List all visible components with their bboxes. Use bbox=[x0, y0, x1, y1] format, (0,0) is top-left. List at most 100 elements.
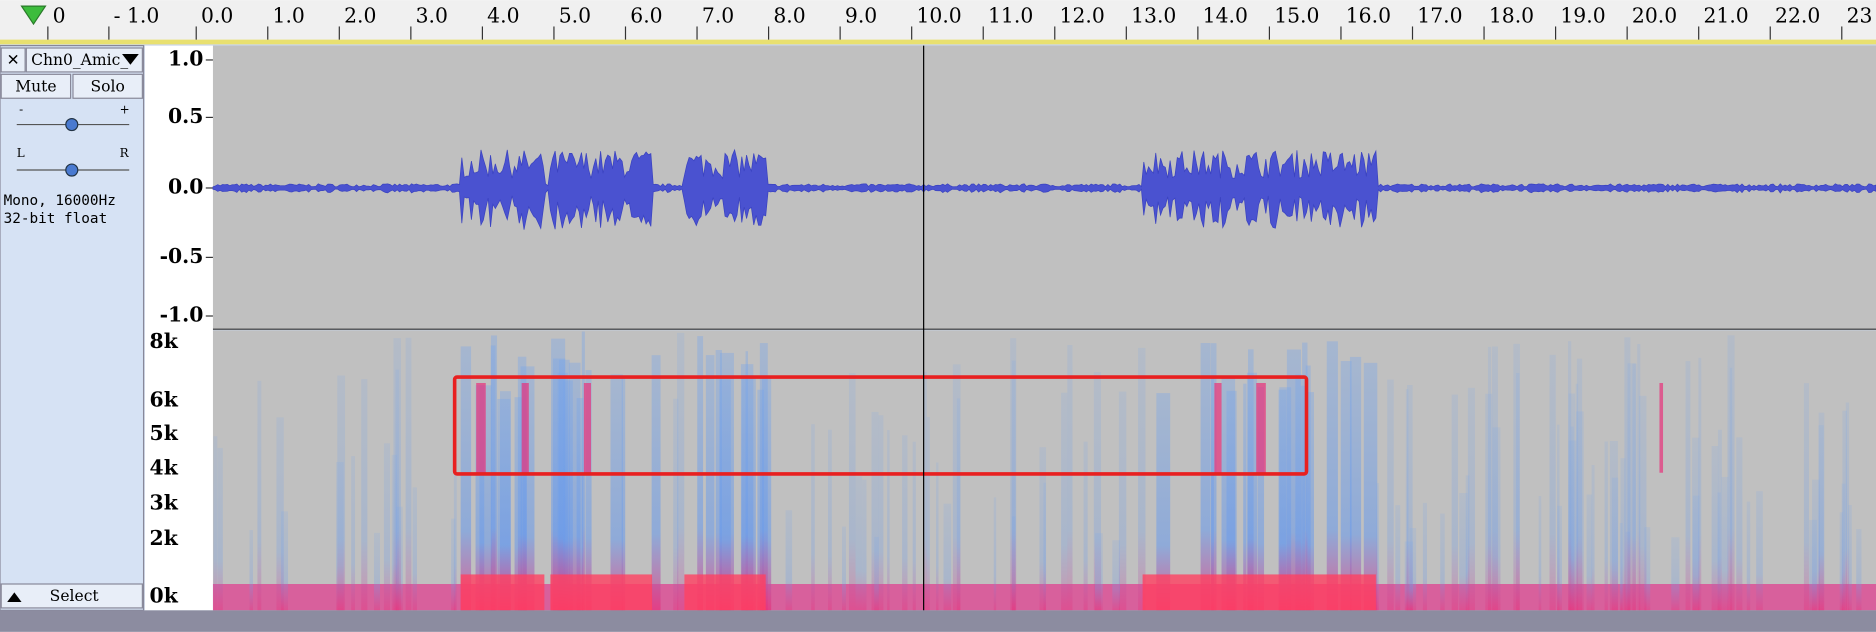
ruler-label: 11.0 bbox=[988, 3, 1033, 27]
spectral-streak bbox=[952, 364, 961, 611]
spectral-streak bbox=[1576, 358, 1583, 611]
spectral-streak bbox=[1459, 492, 1468, 611]
waveform-axis-label: 0.0 bbox=[168, 174, 203, 198]
spectral-streak bbox=[936, 462, 939, 611]
spectral-streak bbox=[1257, 386, 1265, 611]
spectrogram-axis-label: 3k bbox=[150, 490, 179, 514]
spectral-streak bbox=[1451, 394, 1458, 611]
ruler-label: 23 bbox=[1847, 3, 1873, 27]
close-button[interactable] bbox=[0, 47, 26, 73]
spectral-streak bbox=[715, 349, 722, 611]
solo-label: Solo bbox=[91, 77, 125, 95]
spectral-streak bbox=[1624, 337, 1631, 611]
spectral-streak bbox=[1841, 483, 1846, 611]
spectral-streak bbox=[993, 497, 997, 611]
spectral-streak bbox=[1856, 528, 1862, 611]
mute-button[interactable] bbox=[0, 73, 72, 99]
spectral-streak bbox=[1211, 377, 1214, 611]
spectral-streak bbox=[912, 441, 916, 611]
ruler-label: 9.0 bbox=[845, 3, 877, 27]
spectral-streak bbox=[1604, 441, 1608, 611]
spectrogram-axis-label: 6k bbox=[150, 387, 179, 411]
energy-band bbox=[583, 383, 592, 473]
spectral-streak bbox=[373, 532, 380, 611]
spectral-streak bbox=[1387, 379, 1394, 611]
mute-label: Mute bbox=[15, 77, 56, 95]
spectral-streak bbox=[673, 398, 679, 611]
spectral-streak bbox=[563, 380, 573, 611]
spectral-streak bbox=[759, 343, 768, 611]
close-icon: ✕ bbox=[7, 51, 20, 69]
spectral-streak bbox=[902, 435, 908, 611]
spectral-streak bbox=[1620, 458, 1626, 611]
spectral-streak bbox=[1307, 392, 1315, 611]
spectral-streak bbox=[1138, 347, 1146, 611]
harmonics bbox=[1142, 574, 1376, 611]
energy-band bbox=[521, 383, 529, 473]
spectral-streak bbox=[1300, 385, 1306, 611]
spectral-streak bbox=[281, 511, 289, 611]
spectral-streak bbox=[1492, 427, 1501, 611]
spectral-streak bbox=[1513, 343, 1520, 611]
spectral-streak bbox=[337, 375, 346, 611]
spectral-streak bbox=[1395, 505, 1401, 611]
spectral-streak bbox=[1538, 496, 1542, 611]
spectral-streak bbox=[1637, 344, 1641, 611]
spectral-streak bbox=[651, 355, 661, 611]
spectral-streak bbox=[923, 371, 927, 611]
spectral-streak bbox=[1093, 372, 1102, 611]
spectral-streak bbox=[217, 447, 223, 611]
pan-slider-thumb[interactable] bbox=[65, 163, 79, 177]
spectral-streak bbox=[1549, 354, 1556, 611]
spectral-streak bbox=[1246, 372, 1257, 611]
gain-slider-thumb[interactable] bbox=[65, 117, 79, 132]
ruler-label: 6.0 bbox=[630, 3, 662, 27]
harmonics bbox=[460, 574, 545, 611]
track-name: Chn0_Amic_ bbox=[31, 51, 128, 69]
ruler-label: 8.0 bbox=[773, 3, 805, 27]
spectral-streak bbox=[1118, 391, 1127, 611]
spectral-streak bbox=[1376, 483, 1380, 611]
spectral-streak bbox=[1729, 367, 1733, 611]
spectral-streak bbox=[811, 424, 815, 611]
spectral-streak bbox=[1094, 533, 1103, 611]
spectral-streak bbox=[1756, 491, 1763, 611]
spectral-streak bbox=[1839, 512, 1844, 611]
spectral-streak bbox=[1575, 383, 1579, 611]
spectral-streak bbox=[1848, 504, 1852, 611]
spectral-streak bbox=[1619, 522, 1623, 611]
pan-left: L bbox=[17, 146, 25, 160]
waveform-axis-label: -1.0 bbox=[160, 303, 204, 327]
collapse-arrow[interactable] bbox=[7, 592, 22, 602]
ruler-labels: 0 - 1.0 0.0 1.0 2.0 3.0 4.0 5.0 6.0 7.0 8.0 9.0 10.0… bbox=[47, 3, 1873, 40]
spectral-streak bbox=[1067, 345, 1073, 611]
pan-right: R bbox=[120, 146, 130, 160]
waveform-axis-label: -0.5 bbox=[160, 244, 204, 268]
track-name-menu[interactable] bbox=[25, 47, 143, 73]
ruler-label: 7.0 bbox=[702, 3, 734, 27]
spectral-streak bbox=[1043, 482, 1046, 611]
solo-button[interactable] bbox=[72, 73, 143, 99]
ruler-underline bbox=[0, 39, 1876, 45]
spectral-streak bbox=[1568, 440, 1577, 611]
select-button[interactable] bbox=[0, 583, 143, 609]
spectrogram bbox=[212, 331, 1876, 611]
bottom-bar bbox=[0, 610, 1876, 632]
spectral-streak bbox=[557, 372, 568, 611]
play-head-marker[interactable] bbox=[20, 5, 47, 26]
spectral-streak bbox=[412, 487, 417, 611]
ruler-label: 3.0 bbox=[416, 3, 448, 27]
spectral-streak bbox=[926, 417, 930, 611]
spectral-streak bbox=[1083, 441, 1088, 611]
spectral-streak bbox=[677, 332, 685, 611]
waveform-axis-label: 1.0 bbox=[168, 46, 203, 70]
spectral-streak bbox=[1349, 356, 1362, 611]
spectral-streak bbox=[1440, 513, 1445, 611]
timeline-ruler[interactable] bbox=[0, 0, 1876, 41]
spectral-streak bbox=[1685, 361, 1691, 611]
spectral-streak bbox=[517, 356, 527, 611]
ruler-label: 12.0 bbox=[1060, 3, 1105, 27]
spectral-streak bbox=[1112, 540, 1121, 611]
ruler-label: 17.0 bbox=[1417, 3, 1462, 27]
spectral-streak bbox=[383, 443, 391, 611]
